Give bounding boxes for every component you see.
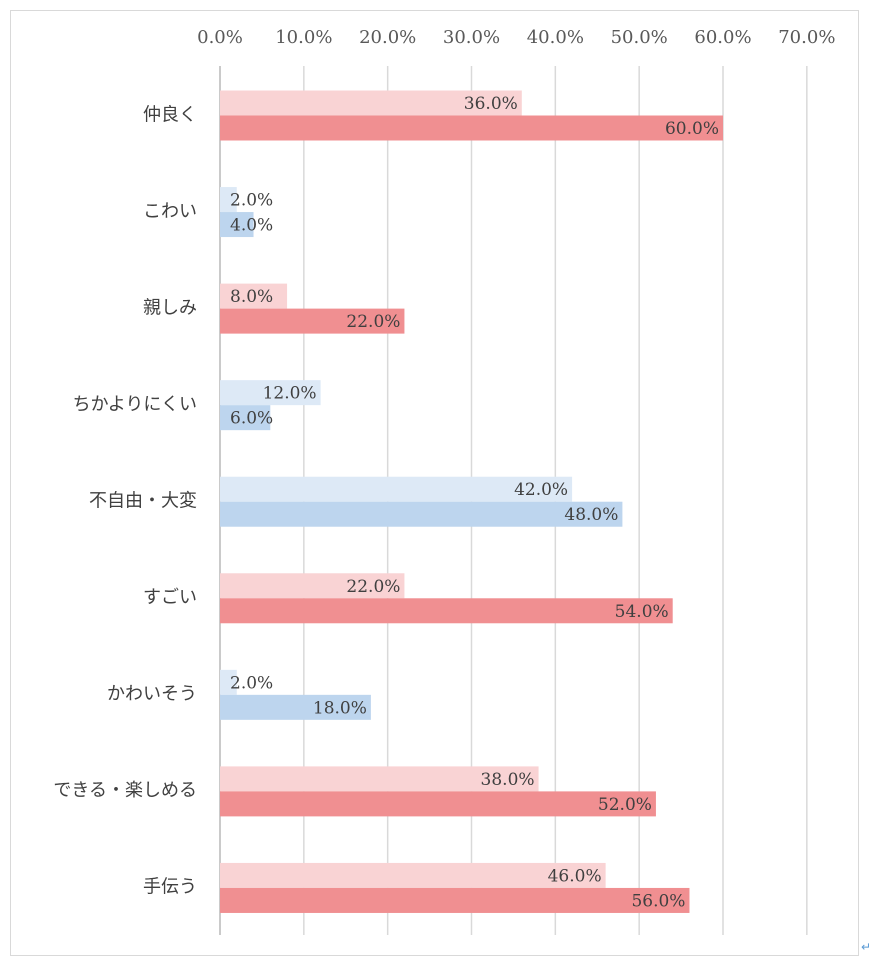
category-label: ちかよりにくい [73,394,197,415]
data-label: 52.0% [598,795,652,815]
category-label: こわい [143,201,197,222]
data-label: 36.0% [464,94,518,114]
tick-label: 60.0% [694,27,751,48]
data-label: 54.0% [615,602,669,622]
bar-a [220,90,522,116]
data-label: 56.0% [631,891,685,911]
category-label: 親しみ [143,297,197,318]
bar-a [220,573,405,599]
data-label: 60.0% [665,119,719,139]
category-label: できる・楽しめる [53,780,197,801]
bar-b [220,598,673,624]
tick-label: 40.0% [527,27,584,48]
category-label: すごい [143,587,197,608]
bar-a [220,476,573,502]
bar-b [220,791,656,817]
bar-b [220,212,254,238]
tick-label: 0.0% [197,27,243,48]
data-label: 46.0% [548,866,602,886]
tick-label: 50.0% [611,27,668,48]
data-label: 2.0% [230,191,273,211]
data-label: 22.0% [346,312,400,332]
bar-a [220,862,606,888]
bar-b [220,115,723,141]
tick-label: 10.0% [275,27,332,48]
bar-b [220,308,405,334]
bar-a [220,187,237,213]
bar-b [220,694,371,720]
bar-b [220,501,623,527]
data-label: 12.0% [263,384,317,404]
bar-a [220,669,237,695]
tick-label: 70.0% [778,27,835,48]
data-label: 6.0% [230,409,273,429]
data-label: 4.0% [230,216,273,236]
bar-a [220,283,288,309]
return-arrow-icon: ↵ [861,940,870,954]
tick-label: 20.0% [359,27,416,48]
data-label: 42.0% [514,480,568,500]
bar-a [220,766,539,792]
data-label: 48.0% [564,505,618,525]
category-label: 手伝う [143,877,197,898]
category-label: 不自由・大変 [89,491,197,512]
data-label: 8.0% [230,287,273,307]
category-label: 仲良く [143,104,197,125]
tick-label: 30.0% [443,27,500,48]
data-label: 38.0% [481,770,535,790]
bar-a [220,380,321,406]
category-label: かわいそう [107,684,197,705]
bar-b [220,405,271,431]
bar-b [220,887,690,913]
data-label: 2.0% [230,673,273,693]
data-label: 18.0% [313,698,367,718]
data-label: 22.0% [346,577,400,597]
